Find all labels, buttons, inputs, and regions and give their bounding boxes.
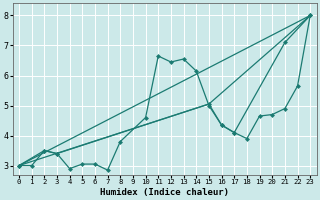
X-axis label: Humidex (Indice chaleur): Humidex (Indice chaleur) bbox=[100, 188, 229, 197]
